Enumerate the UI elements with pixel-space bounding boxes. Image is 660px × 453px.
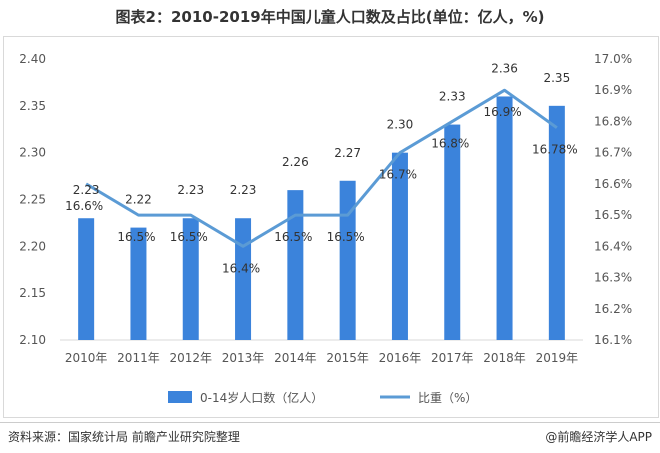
bar <box>339 180 356 340</box>
x-tick-label: 2010年 <box>65 351 108 365</box>
y-right-tick-label: 16.3% <box>594 271 632 285</box>
footer-source: 资料来源：国家统计局 前瞻产业研究院整理 <box>8 430 240 444</box>
bar <box>496 96 513 340</box>
line-data-label: 16.4% <box>222 261 260 275</box>
y-right-tick-label: 16.1% <box>594 333 632 347</box>
y-right-tick-label: 16.7% <box>594 146 632 160</box>
bar <box>235 218 252 340</box>
bar <box>130 227 147 340</box>
bar <box>391 152 408 340</box>
line-data-label: 16.5% <box>170 230 208 244</box>
bar-data-label: 2.35 <box>543 71 570 85</box>
y-right-tick-label: 17.0% <box>594 52 632 66</box>
y-right-tick-label: 16.9% <box>594 83 632 97</box>
legend-bar-swatch <box>168 391 192 403</box>
y-left-tick-label: 2.35 <box>19 99 46 113</box>
x-tick-label: 2011年 <box>117 351 160 365</box>
footer-divider <box>0 422 660 423</box>
y-right-tick-label: 16.8% <box>594 114 632 128</box>
x-tick-label: 2014年 <box>274 351 317 365</box>
bar <box>182 218 199 340</box>
y-right-tick-label: 16.2% <box>594 302 632 316</box>
x-tick-label: 2016年 <box>379 351 422 365</box>
line-series <box>85 88 558 248</box>
line-data-label: 16.9% <box>483 105 521 119</box>
bar <box>287 190 304 340</box>
legend-line-label: 比重（%） <box>418 391 477 405</box>
bar-data-label: 2.26 <box>282 155 309 169</box>
legend-bar-label: 0-14岁人口数（亿人） <box>200 390 323 405</box>
y-right-tick-label: 16.4% <box>594 239 632 253</box>
y-right-tick-label: 16.5% <box>594 208 632 222</box>
y-left-tick-label: 2.30 <box>19 146 46 160</box>
bar <box>78 218 95 340</box>
line-data-label: 16.7% <box>379 168 417 182</box>
bar-data-label: 2.23 <box>230 183 257 197</box>
x-tick-label: 2012年 <box>169 351 212 365</box>
x-tick-label: 2015年 <box>326 351 369 365</box>
bar-data-label: 2.23 <box>73 183 100 197</box>
x-tick-label: 2019年 <box>536 351 579 365</box>
y-right-tick-label: 16.6% <box>594 177 632 191</box>
y-left-tick-label: 2.10 <box>19 333 46 347</box>
bar-data-label: 2.27 <box>334 146 361 160</box>
bar <box>548 105 565 340</box>
footer-brand: @前瞻经济学人APP <box>545 430 652 444</box>
x-tick-label: 2013年 <box>222 351 265 365</box>
chart-title: 图表2：2010-2019年中国儿童人口数及占比(单位：亿人，%) <box>115 8 545 26</box>
y-left-tick-label: 2.20 <box>19 239 46 253</box>
x-tick-label: 2018年 <box>483 351 526 365</box>
bar <box>444 124 461 340</box>
line-data-label: 16.78% <box>532 143 578 157</box>
y-left-tick-label: 2.15 <box>19 286 46 300</box>
bar-data-label: 2.30 <box>387 118 414 132</box>
line-data-label: 16.5% <box>274 230 312 244</box>
line-data-label: 16.5% <box>117 230 155 244</box>
line-data-label: 16.6% <box>65 199 103 213</box>
line-data-label: 16.8% <box>431 136 469 150</box>
bar-data-label: 2.36 <box>491 61 518 75</box>
bar-data-label: 2.23 <box>177 183 204 197</box>
y-left-tick-label: 2.25 <box>19 193 46 207</box>
x-tick-label: 2017年 <box>431 351 474 365</box>
bar-data-label: 2.33 <box>439 90 466 104</box>
bar-data-label: 2.22 <box>125 193 152 207</box>
line-data-label: 16.5% <box>327 230 365 244</box>
y-left-tick-label: 2.40 <box>19 52 46 66</box>
